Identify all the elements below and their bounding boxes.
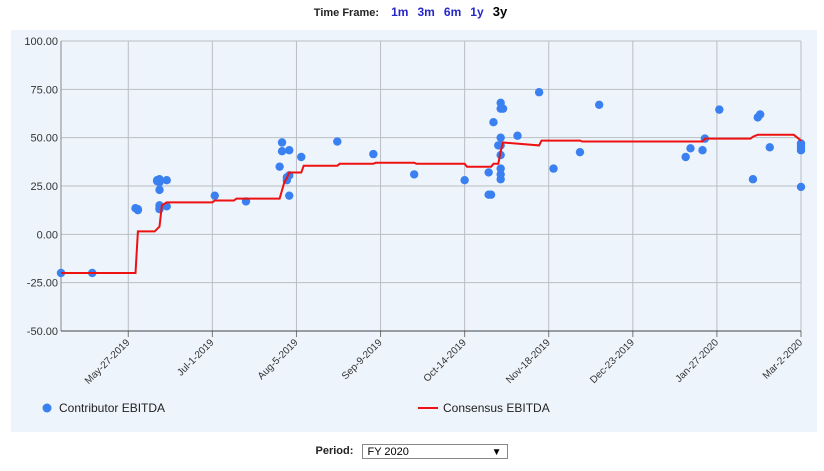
contributor-ebitda-point bbox=[409, 170, 419, 179]
contributor-ebitda-point bbox=[369, 149, 378, 159]
contributor-ebitda-point bbox=[755, 110, 765, 119]
ebitda-chart: 100.00 75.00 50.00 25.00 0.00 -25.00 -50.00 May… bbox=[24, 36, 806, 415]
contributor-ebitda-point bbox=[333, 137, 342, 146]
contributor-ebitda-point bbox=[496, 133, 505, 142]
contributor-ebitda-point bbox=[460, 176, 469, 185]
contributor-ebitda-point bbox=[496, 175, 505, 184]
y-tick-label: -50.00 bbox=[27, 326, 58, 338]
contributor-ebitda-point bbox=[796, 146, 806, 155]
contributor-ebitda-point bbox=[155, 175, 164, 184]
contributor-ebitda-point bbox=[594, 100, 604, 110]
time-frame-label: Time Frame: bbox=[313, 7, 380, 19]
contributor-ebitda-point bbox=[698, 146, 707, 155]
contributor-ebitda-point bbox=[297, 152, 306, 162]
contributor-ebitda-point bbox=[549, 164, 558, 173]
contributor-ebitda-point bbox=[210, 191, 219, 200]
x-tick-label: Dec-23-2019 bbox=[588, 337, 637, 386]
contributor-ebitda-point bbox=[681, 152, 690, 162]
time-frame-1m[interactable]: 1m bbox=[391, 5, 409, 19]
y-tick-label: -25.00 bbox=[27, 278, 58, 290]
chevron-down-icon: ▼ bbox=[491, 447, 502, 458]
contributor-ebitda-point bbox=[575, 147, 585, 157]
contributor-ebitda-point bbox=[796, 182, 806, 192]
time-frame-1y[interactable]: 1y bbox=[470, 5, 484, 19]
period-dropdown[interactable]: FY 2020 ▼ bbox=[362, 444, 509, 459]
contributor-ebitda-point bbox=[277, 138, 287, 147]
contributor-ebitda-point bbox=[285, 191, 294, 200]
contributor-ebitda-point bbox=[277, 147, 287, 156]
x-tick-label: Jan-27-2020 bbox=[674, 337, 722, 385]
contributor-ebitda-point bbox=[489, 118, 498, 127]
contributor-ebitda-point bbox=[285, 146, 294, 155]
contributor-ebitda-point bbox=[155, 185, 164, 195]
x-tick-label: Aug-5-2019 bbox=[256, 337, 301, 382]
x-tick-label: Jul-1-2019 bbox=[175, 337, 216, 378]
y-tick-label: 0.00 bbox=[37, 229, 58, 241]
contributor-ebitda-point bbox=[133, 205, 143, 215]
time-frame-3y[interactable]: 3y bbox=[492, 4, 508, 19]
x-tick-label: Oct-14-2019 bbox=[422, 337, 469, 384]
x-tick-label: Mar-2-2020 bbox=[761, 337, 806, 382]
legend-contributor-label: Contributor EBITDA bbox=[59, 401, 165, 415]
x-tick-label: Nov-18-2019 bbox=[504, 337, 553, 386]
period-label: Period: bbox=[315, 445, 354, 458]
contributor-ebitda-point bbox=[484, 168, 493, 177]
legend-consensus-label: Consensus EBITDA bbox=[443, 401, 550, 415]
contributor-ebitda-point bbox=[534, 88, 544, 97]
contributor-ebitda-point bbox=[686, 144, 695, 153]
contributor-ebitda-point bbox=[748, 175, 758, 184]
y-tick-label: 50.00 bbox=[30, 133, 58, 145]
contributor-ebitda-point bbox=[496, 164, 505, 173]
contributor-ebitda-point bbox=[486, 190, 496, 199]
time-frame-6m[interactable]: 6m bbox=[443, 5, 462, 19]
contributor-ebitda-point bbox=[715, 105, 724, 114]
chart-panel: 100.00 75.00 50.00 25.00 0.00 -25.00 -50.00 May… bbox=[11, 30, 817, 432]
contributor-ebitda-point bbox=[513, 131, 522, 140]
contributor-ebitda-point bbox=[162, 176, 171, 185]
x-tick-label: May-27-2019 bbox=[83, 337, 133, 387]
period-selector: Period: FY 2020 ▼ bbox=[0, 444, 824, 459]
time-frame-selector: Time Frame: 1m 3m 6m 1y 3y bbox=[0, 4, 824, 19]
period-value: FY 2020 bbox=[367, 446, 409, 458]
y-tick-label: 25.00 bbox=[30, 181, 58, 193]
y-tick-label: 75.00 bbox=[30, 84, 58, 96]
contributor-ebitda-point bbox=[498, 104, 508, 113]
contributor-ebitda-point bbox=[275, 162, 284, 171]
contributor-ebitda-point bbox=[765, 143, 774, 152]
time-frame-3m[interactable]: 3m bbox=[417, 5, 435, 19]
legend-contributor-marker bbox=[42, 403, 52, 413]
x-tick-label: Sep-9-2019 bbox=[340, 337, 385, 382]
consensus-ebitda-line bbox=[61, 133, 802, 274]
y-tick-label: 100.00 bbox=[24, 36, 58, 48]
